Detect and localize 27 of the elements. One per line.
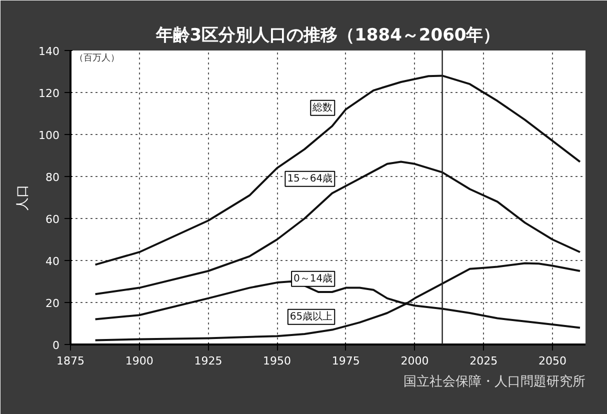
line-series <box>94 160 581 296</box>
chart-title: 年齢3区分別人口の推移（1884～2060年） <box>154 26 500 46</box>
x-tick-label: 1925 <box>194 354 222 368</box>
x-tick-label: 1900 <box>125 354 154 368</box>
y-axis-title: 人口 <box>16 184 31 210</box>
text: 国立社会保障・人口問題研究所 <box>404 374 586 390</box>
x-tick-label: 1875 <box>56 354 85 368</box>
x-tick-label: 1975 <box>332 354 360 368</box>
y-tick-label: 100 <box>38 129 60 142</box>
annotation: （百万人） <box>74 52 120 64</box>
series-label: 15～64歳 <box>287 172 333 184</box>
series-label: 65歳以上 <box>290 310 333 322</box>
y-tick-label: 140 <box>38 45 60 58</box>
series-label: 総数 <box>312 101 333 114</box>
y-tick-label: 40 <box>46 255 60 268</box>
y-tick-label: 80 <box>46 171 60 184</box>
y-tick-label: 0 <box>52 339 60 352</box>
x-tick-label: 2000 <box>400 354 429 368</box>
y-tick-label: 20 <box>46 297 60 310</box>
x-tick-label: 1950 <box>263 354 292 368</box>
x-tick-label: 2050 <box>538 354 566 368</box>
series-label: 0～14歳 <box>294 272 333 284</box>
y-tick-label: 120 <box>38 87 60 100</box>
line-series <box>94 74 581 266</box>
y-tick-label: 60 <box>46 213 60 226</box>
line-series <box>94 262 581 342</box>
x-tick-label: 2025 <box>470 354 498 368</box>
